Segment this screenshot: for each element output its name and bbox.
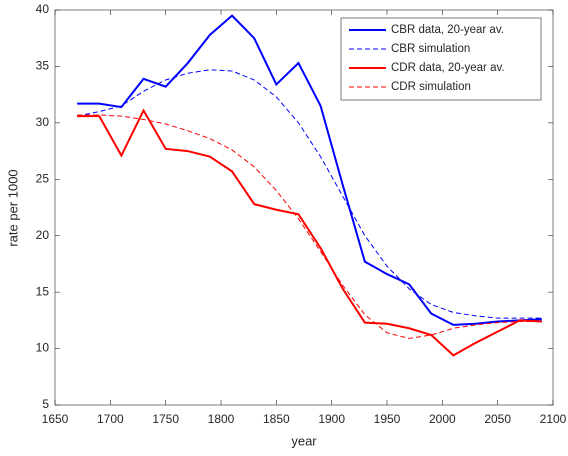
x-axis-label: year	[291, 433, 317, 448]
legend-label: CDR simulation	[391, 81, 471, 93]
y-tick-label: 20	[36, 228, 50, 242]
x-tick-label: 1850	[263, 412, 290, 426]
x-tick-label: 1900	[318, 412, 345, 426]
y-tick-label: 10	[36, 341, 50, 355]
y-tick-label: 30	[36, 115, 50, 129]
x-tick-label: 1700	[97, 412, 124, 426]
series-line	[77, 14, 542, 326]
y-tick-label: 25	[36, 171, 50, 185]
x-tick-label: 1750	[152, 412, 179, 426]
series-line	[77, 69, 542, 319]
x-tick-label: 2050	[484, 412, 511, 426]
x-tick-label: 2100	[540, 412, 567, 426]
y-tick-label: 35	[36, 59, 50, 73]
y-tick-label: 5	[42, 397, 49, 411]
y-tick-label: 15	[36, 284, 50, 298]
y-axis-label: rate per 1000	[5, 169, 20, 246]
legend-box	[340, 17, 542, 101]
x-tick-label: 1800	[208, 412, 235, 426]
series-line	[77, 114, 542, 339]
legend-label: CBR simulation	[391, 43, 470, 55]
x-tick-label: 1650	[42, 412, 69, 426]
x-tick-label: 2000	[429, 412, 456, 426]
legend-label: CDR data, 20-year av.	[391, 62, 505, 74]
x-tick-label: 1950	[374, 412, 401, 426]
series-line	[77, 108, 542, 357]
y-tick-label: 40	[36, 2, 50, 16]
legend-label: CBR data, 20-year av.	[391, 24, 504, 36]
